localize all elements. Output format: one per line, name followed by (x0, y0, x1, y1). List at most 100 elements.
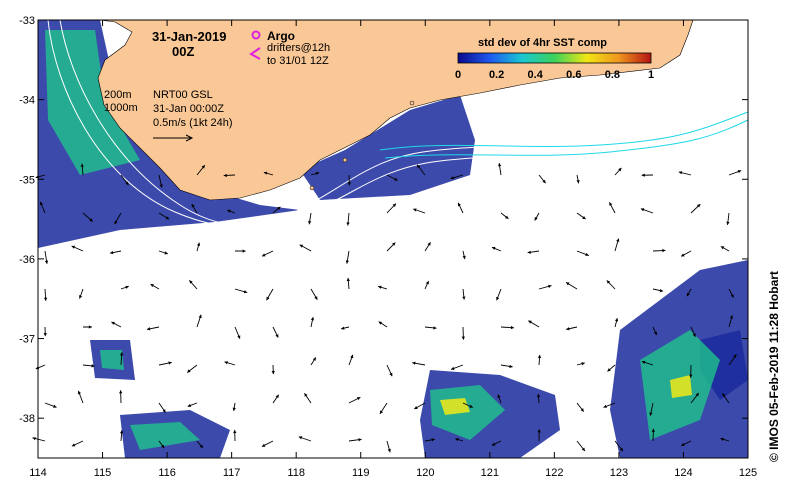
bathymetry-contours (47, 19, 749, 228)
current-arrow-head (310, 317, 315, 321)
current-arrow-head (576, 180, 580, 184)
current-arrow-head (243, 290, 248, 294)
current-arrow-head (242, 249, 246, 253)
current-arrow-head (616, 238, 620, 242)
current-arrow-head (312, 357, 316, 361)
current-arrow-head (356, 397, 361, 401)
current-arrow-head (534, 216, 538, 221)
current-arrow-head (227, 209, 231, 213)
contour-200 (59, 19, 749, 226)
contour-200-label: 200m (104, 89, 132, 101)
current-arrow-head (350, 354, 354, 359)
time-label: 00Z (172, 44, 194, 59)
sst-patch (45, 30, 140, 175)
colorbar-title: std dev of 4hr SST comp (478, 37, 607, 49)
current-arrow-head (347, 182, 351, 186)
colorbar-tick-label: 1 (648, 69, 654, 81)
current-arrow-head (414, 406, 418, 409)
lat-tick-label: -35 (19, 174, 35, 186)
current-arrow-head (641, 173, 645, 177)
lon-tick-label: 121 (481, 467, 499, 479)
current-arrow-head (425, 280, 429, 285)
current-arrow-head (275, 334, 279, 338)
current-arrow-head (232, 407, 236, 411)
current-arrow-head (649, 412, 653, 416)
colorbar-tick-label: 0.4 (528, 69, 544, 81)
sst-patch (440, 398, 470, 415)
sst-patch (430, 385, 505, 440)
lat-tick-label: -34 (19, 95, 35, 107)
current-arrow-head (607, 368, 611, 372)
current-arrow-head (433, 326, 437, 330)
current-arrow-head (413, 208, 417, 212)
current-arrow-head (378, 285, 382, 289)
current-arrow-head (496, 296, 500, 301)
current-arrow-head (187, 403, 192, 407)
contour-1000 (47, 19, 749, 228)
current-arrow-head (412, 361, 416, 365)
drifter-chevron-icon (249, 47, 261, 60)
current-arrow-head (119, 352, 124, 356)
current-arrow-head (542, 179, 546, 184)
longitude-ticks: 114 115 116 117 118 119 120 121 122 123 124 125 (29, 20, 757, 479)
current-arrow-head (695, 392, 699, 397)
current-arrow-head (168, 361, 172, 365)
current-arrow-head (71, 443, 76, 447)
lon-tick-label: 119 (352, 467, 370, 479)
current-arrow-head (689, 374, 693, 378)
latitude-ticks: -33 -34 -35 -36 -37 -38 (19, 15, 748, 425)
current-arrow-head (314, 296, 318, 300)
current-arrow-head (346, 277, 350, 282)
current-arrow-head (603, 404, 607, 408)
current-arrow-head (80, 163, 84, 167)
current-arrow-head (720, 246, 725, 250)
island (309, 185, 315, 191)
sst-patch (300, 95, 475, 200)
date-label: 31-Jan-2019 (152, 29, 226, 44)
argo-label: Argo (267, 29, 295, 43)
current-arrow-head (686, 292, 690, 297)
drifter-track (384, 119, 749, 159)
current-arrow-head (455, 437, 459, 442)
current-arrow-head (692, 333, 696, 337)
current-arrow-head (581, 447, 585, 452)
frame-border (37, 19, 749, 459)
colorbar-tick-label: 0.8 (605, 69, 620, 81)
current-arrow-head (733, 354, 737, 358)
lon-tick-label: 117 (223, 467, 241, 479)
colorbar-tick-label: 0 (455, 69, 461, 81)
current-arrow-head (737, 170, 742, 174)
current-arrow-head (308, 221, 312, 225)
current-arrow-head (159, 184, 163, 188)
current-arrow-head (392, 203, 396, 207)
current-arrow-head (720, 437, 724, 441)
scale-label: 0.5m/s (1kt 24h) (153, 117, 232, 129)
current-arrow-head (457, 202, 461, 207)
current-arrow-head (537, 429, 541, 433)
current-arrow-head (505, 215, 509, 219)
current-arrow-head (378, 321, 383, 325)
current-arrow-head (114, 220, 118, 225)
current-arrow-head (614, 318, 619, 322)
current-arrow-head (77, 390, 82, 395)
current-arrow-head (150, 284, 154, 288)
current-arrow-head (387, 448, 391, 453)
current-arrow-head (681, 253, 685, 257)
island (409, 100, 415, 106)
current-arrow-head (451, 366, 455, 370)
current-arrow-head (191, 204, 195, 208)
current-arrow-head (275, 394, 279, 399)
current-arrow-head (491, 442, 496, 446)
lon-tick-label: 123 (610, 467, 628, 479)
argo-float-icon (251, 30, 261, 40)
current-arrow-head (201, 165, 205, 169)
current-arrow-head (89, 218, 93, 222)
current-arrow-head (469, 404, 473, 408)
current-arrow-head (491, 246, 496, 251)
colorbar-tick-label: 0.6 (566, 69, 581, 81)
current-arrow-head (651, 428, 655, 432)
land-mass (97, 19, 694, 201)
current-arrow-head (125, 285, 129, 289)
current-arrow-head (237, 335, 241, 339)
